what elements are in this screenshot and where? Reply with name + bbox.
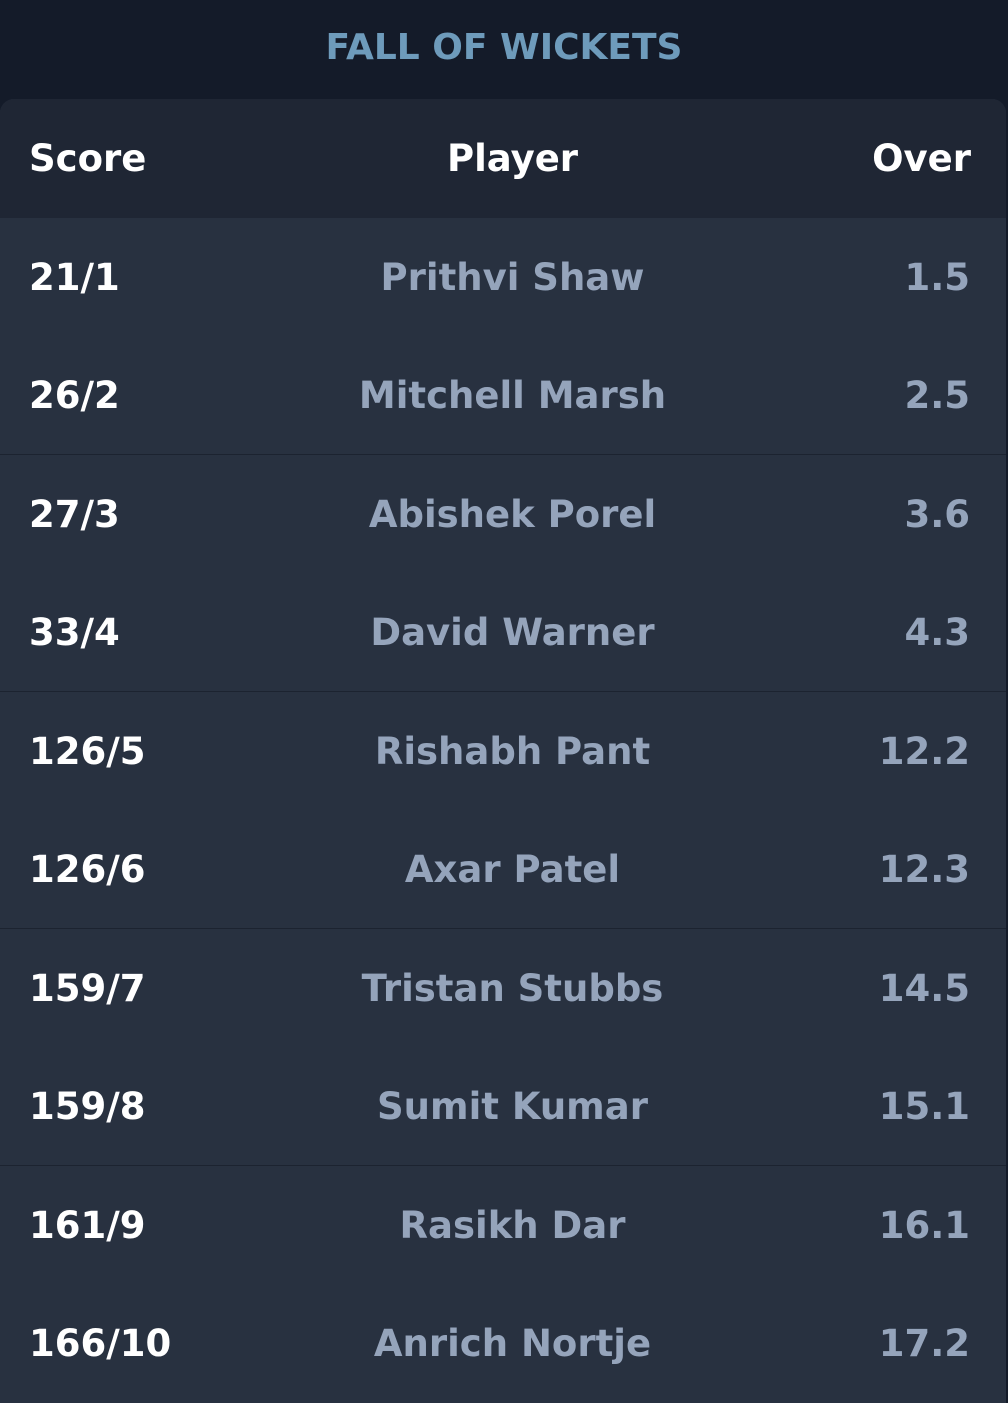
over-cell: 14.5: [878, 966, 970, 1010]
over-cell: 4.3: [904, 610, 970, 654]
score-cell: 33/4: [29, 610, 120, 654]
table-row: 159/8 Sumit Kumar 15.1: [0, 1048, 1006, 1166]
column-header-score: Score: [29, 137, 147, 180]
column-header-player: Player: [446, 137, 579, 180]
score-cell: 21/1: [29, 255, 120, 299]
score-cell: 27/3: [29, 492, 120, 536]
over-cell: 1.5: [904, 255, 970, 299]
score-cell: 126/5: [29, 729, 146, 773]
table-row: 27/3 Abishek Porel 3.6: [0, 455, 1006, 574]
table-row: 21/1 Prithvi Shaw 1.5: [0, 218, 1006, 337]
score-cell: 159/7: [29, 966, 146, 1010]
score-cell: 126/6: [29, 847, 146, 891]
column-header-over: Over: [872, 137, 971, 180]
player-cell: Axar Patel: [404, 847, 621, 891]
score-cell: 159/8: [29, 1084, 146, 1128]
table-row: 126/5 Rishabh Pant 12.2: [0, 692, 1006, 811]
player-cell: Abishek Porel: [368, 492, 657, 536]
table-row: 26/2 Mitchell Marsh 2.5: [0, 337, 1006, 455]
over-cell: 2.5: [904, 373, 970, 417]
player-cell: Rasikh Dar: [399, 1203, 626, 1247]
table-row: 161/9 Rasikh Dar 16.1: [0, 1166, 1006, 1285]
player-cell: Tristan Stubbs: [361, 966, 664, 1010]
over-cell: 12.2: [878, 729, 970, 773]
score-cell: 161/9: [29, 1203, 146, 1247]
table-row: 126/6 Axar Patel 12.3: [0, 811, 1006, 929]
table-row: 33/4 David Warner 4.3: [0, 574, 1006, 692]
title-bar: FALL OF WICKETS: [0, 0, 1008, 100]
fall-of-wickets-table: Score Player Over 21/1 Prithvi Shaw 1.5 …: [0, 99, 1006, 1403]
table-row: 159/7 Tristan Stubbs 14.5: [0, 929, 1006, 1048]
player-cell: Mitchell Marsh: [358, 373, 667, 417]
page-title: FALL OF WICKETS: [325, 26, 683, 68]
table-row: 166/10 Anrich Nortje 17.2: [0, 1285, 1006, 1403]
score-cell: 26/2: [29, 373, 120, 417]
over-cell: 15.1: [878, 1084, 970, 1128]
score-cell: 166/10: [29, 1322, 172, 1366]
table-body: 21/1 Prithvi Shaw 1.5 26/2 Mitchell Mars…: [0, 218, 1006, 1403]
over-cell: 3.6: [904, 492, 970, 536]
player-cell: David Warner: [370, 610, 655, 654]
player-cell: Sumit Kumar: [377, 1084, 648, 1128]
player-cell: Anrich Nortje: [373, 1322, 652, 1366]
player-cell: Prithvi Shaw: [380, 255, 645, 299]
over-cell: 16.1: [878, 1203, 970, 1247]
over-cell: 17.2: [878, 1322, 970, 1366]
player-cell: Rishabh Pant: [374, 729, 651, 773]
over-cell: 12.3: [878, 847, 970, 891]
table-header-row: Score Player Over: [0, 99, 1006, 218]
